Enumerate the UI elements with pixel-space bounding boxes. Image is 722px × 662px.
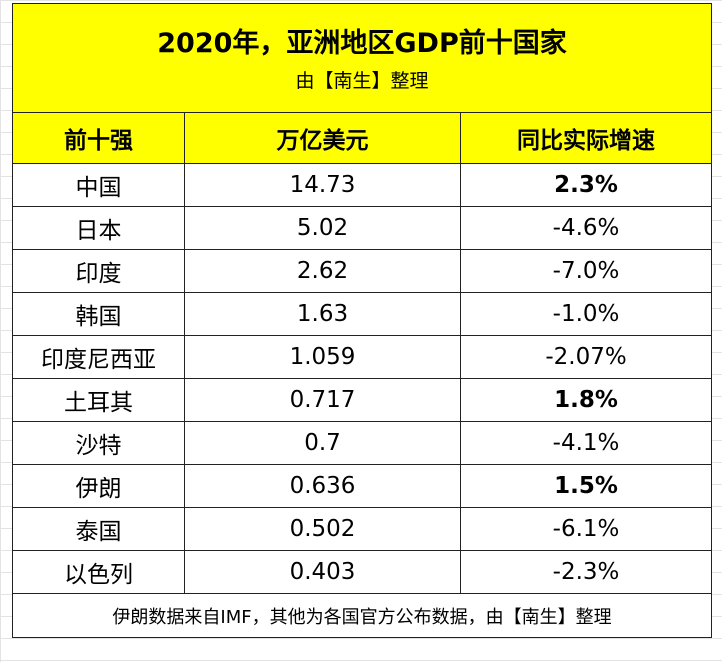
country-cell[interactable]: 韩国 xyxy=(12,292,185,336)
footnote: 伊朗数据来自IMF，其他为各国官方公布数据，由【南生】整理 xyxy=(11,593,713,638)
table-row: 日本 5.02 -4.6% xyxy=(12,206,713,250)
gdp-cell[interactable]: 2.62 xyxy=(184,249,461,293)
column-header-gdp[interactable]: 万亿美元 xyxy=(184,112,461,164)
growth-cell[interactable]: -6.1% xyxy=(459,507,713,551)
gdp-table: 2020年，亚洲地区GDP前十国家 由【南生】整理 前十强 万亿美元 同比实际增… xyxy=(11,3,713,638)
growth-cell[interactable]: -7.0% xyxy=(459,249,713,293)
table-subtitle: 由【南生】整理 xyxy=(295,70,429,92)
table-title: 2020年，亚洲地区GDP前十国家 xyxy=(157,28,567,59)
gdp-cell[interactable]: 1.059 xyxy=(184,335,461,379)
title-cell: 2020年，亚洲地区GDP前十国家 由【南生】整理 xyxy=(11,3,713,113)
table-row: 以色列 0.403 -2.3% xyxy=(12,550,713,594)
growth-cell[interactable]: -4.6% xyxy=(459,206,713,250)
table-row: 土耳其 0.717 1.8% xyxy=(12,378,713,422)
country-cell[interactable]: 土耳其 xyxy=(12,378,185,422)
country-cell[interactable]: 沙特 xyxy=(12,421,185,465)
growth-cell[interactable]: -2.3% xyxy=(459,550,713,594)
table-row: 泰国 0.502 -6.1% xyxy=(12,507,713,551)
country-cell[interactable]: 以色列 xyxy=(12,550,185,594)
column-header-growth[interactable]: 同比实际增速 xyxy=(459,112,713,164)
growth-cell[interactable]: 1.5% xyxy=(459,464,713,508)
column-header-row: 前十强 万亿美元 同比实际增速 xyxy=(12,112,713,164)
table-row: 印度尼西亚 1.059 -2.07% xyxy=(12,335,713,379)
column-header-rank[interactable]: 前十强 xyxy=(12,112,185,164)
growth-cell[interactable]: -1.0% xyxy=(459,292,713,336)
gdp-cell[interactable]: 0.7 xyxy=(184,421,461,465)
country-cell[interactable]: 日本 xyxy=(12,206,185,250)
country-cell[interactable]: 印度尼西亚 xyxy=(12,335,185,379)
gdp-cell[interactable]: 0.636 xyxy=(184,464,461,508)
footer-row: 伊朗数据来自IMF，其他为各国官方公布数据，由【南生】整理 xyxy=(11,593,713,638)
gdp-cell[interactable]: 0.403 xyxy=(184,550,461,594)
table-row: 中国 14.73 2.3% xyxy=(12,163,713,207)
gdp-cell[interactable]: 1.63 xyxy=(184,292,461,336)
country-cell[interactable]: 中国 xyxy=(12,163,185,207)
gdp-cell[interactable]: 5.02 xyxy=(184,206,461,250)
table-row: 伊朗 0.636 1.5% xyxy=(12,464,713,508)
country-cell[interactable]: 印度 xyxy=(12,249,185,293)
gdp-cell[interactable]: 14.73 xyxy=(184,163,461,207)
growth-cell[interactable]: -2.07% xyxy=(459,335,713,379)
growth-cell[interactable]: 1.8% xyxy=(459,378,713,422)
gdp-cell[interactable]: 0.717 xyxy=(184,378,461,422)
table-row: 韩国 1.63 -1.0% xyxy=(12,292,713,336)
country-cell[interactable]: 伊朗 xyxy=(12,464,185,508)
growth-cell[interactable]: -4.1% xyxy=(459,421,713,465)
growth-cell[interactable]: 2.3% xyxy=(459,163,713,207)
gdp-cell[interactable]: 0.502 xyxy=(184,507,461,551)
table-row: 印度 2.62 -7.0% xyxy=(12,249,713,293)
country-cell[interactable]: 泰国 xyxy=(12,507,185,551)
table-row: 沙特 0.7 -4.1% xyxy=(12,421,713,465)
